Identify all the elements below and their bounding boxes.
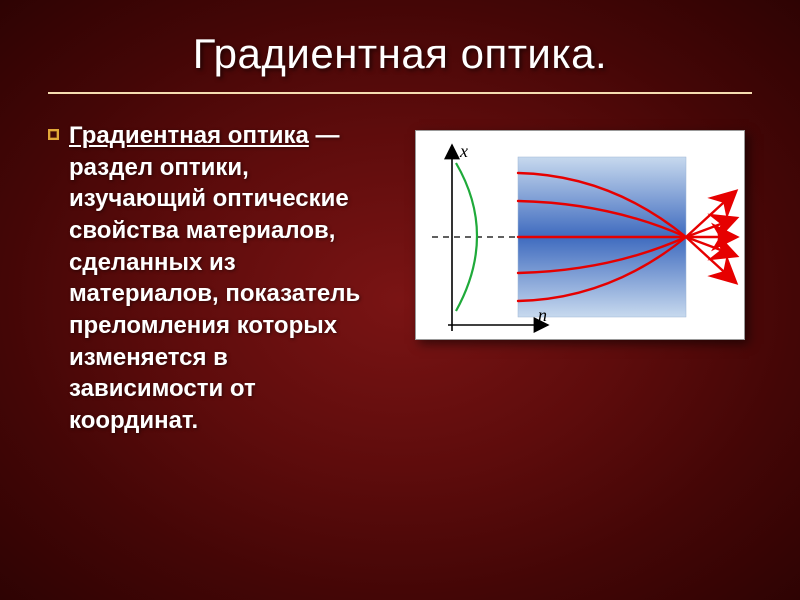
definition-term: Градиентная оптика [69, 122, 309, 149]
svg-text:n: n [538, 305, 547, 325]
definition-text: Градиентная оптика — раздел оптики, изуч… [69, 120, 388, 437]
bullet-item: Градиентная оптика — раздел оптики, изуч… [48, 120, 388, 437]
text-column: Градиентная оптика — раздел оптики, изуч… [48, 120, 388, 437]
gradient-optics-diagram: xn [420, 135, 740, 335]
definition-rest: — раздел оптики, изучающий оптические св… [69, 122, 360, 434]
content-row: Градиентная оптика — раздел оптики, изуч… [48, 120, 752, 437]
svg-text:x: x [459, 141, 468, 161]
bullet-square-icon [48, 129, 59, 140]
diagram-column: xn [408, 120, 752, 340]
diagram-frame: xn [415, 130, 745, 340]
slide-title: Градиентная оптика. [48, 30, 752, 94]
